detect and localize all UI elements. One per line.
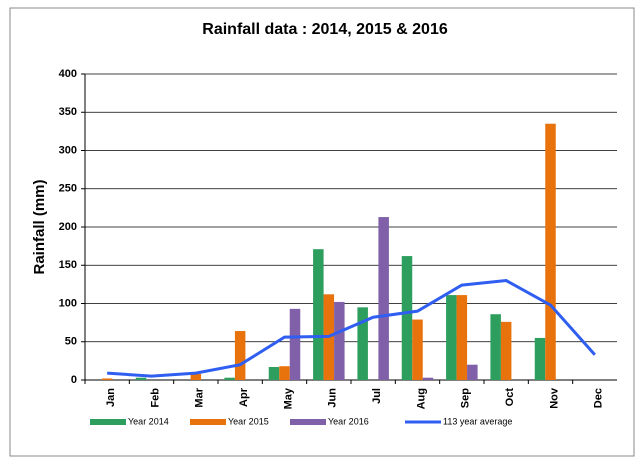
bar (289, 308, 301, 380)
bar (357, 307, 368, 380)
legend-label: Year 2014 (128, 416, 169, 426)
bar (135, 377, 147, 380)
bar (467, 364, 478, 380)
bar (334, 301, 345, 380)
bar (422, 377, 434, 380)
bar (490, 314, 501, 380)
chart-border (9, 7, 635, 457)
y-tick-label: 100 (59, 297, 77, 309)
bar (401, 256, 413, 380)
x-tick-label: May (282, 387, 294, 409)
bar (268, 366, 280, 380)
y-tick-label: 200 (59, 221, 77, 233)
y-tick-label: 300 (59, 144, 77, 156)
bar (412, 319, 423, 380)
y-tick-label: 400 (59, 68, 77, 80)
x-tick-label: Aug (415, 388, 427, 409)
x-tick-label: Nov (548, 387, 560, 409)
bar (545, 123, 556, 380)
bar (456, 295, 468, 380)
bar (378, 217, 389, 380)
y-tick-label: 150 (59, 259, 77, 271)
y-tick-label: 250 (59, 183, 77, 195)
bar (446, 295, 457, 380)
x-tick-label: Sep (460, 388, 472, 408)
bar (279, 366, 290, 380)
y-tick-label: 50 (65, 336, 77, 348)
bar (224, 377, 235, 380)
x-tick-label: Mar (194, 387, 206, 407)
x-tick-label: Jan (105, 388, 117, 407)
bar (190, 373, 202, 380)
x-tick-label: Jun (327, 388, 339, 408)
x-tick-label: Dec (593, 388, 605, 408)
bar (313, 249, 324, 380)
y-axis-label: Rainfall (mm) (31, 179, 48, 274)
bar (234, 331, 246, 380)
x-tick-label: Jul (371, 388, 383, 404)
legend-label: Year 2015 (228, 416, 269, 426)
x-tick-label: Oct (504, 388, 516, 407)
x-tick-label: Feb (149, 388, 161, 408)
bar (500, 321, 512, 380)
legend-swatch (190, 419, 226, 425)
legend-swatch (90, 419, 126, 425)
legend-swatch (290, 419, 326, 425)
bar (101, 378, 113, 380)
legend-label: Year 2016 (328, 416, 369, 426)
legend-label: 113 year average (443, 416, 512, 426)
line (107, 279, 596, 378)
y-tick-label: 0 (71, 374, 77, 386)
chart-title: Rainfall data : 2014, 2015 & 2016 (202, 21, 448, 38)
y-tick-label: 350 (59, 106, 77, 118)
x-tick-label: Apr (238, 387, 250, 407)
bar (534, 337, 546, 380)
